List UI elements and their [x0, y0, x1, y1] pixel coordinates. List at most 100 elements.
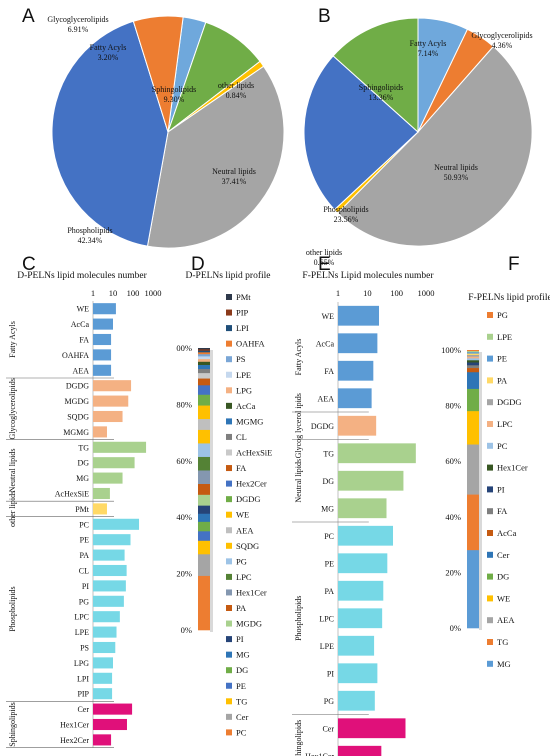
pie-b-label-1: Glycoglycerolipids	[471, 31, 532, 40]
stack-d-seg-19	[198, 470, 210, 485]
stack-d-seg-9	[198, 369, 210, 374]
bars-c-bar-4-8	[93, 641, 116, 654]
stack-d-legend-swatch-6	[226, 387, 232, 394]
stack-f-seg-16	[467, 550, 479, 629]
bars-c-bar-4-3	[93, 564, 127, 577]
stack-d-seg-12	[198, 385, 210, 396]
bars-e-cat-0-3: AEA	[318, 394, 335, 403]
stack-d-legend-label-10: AcHexSiE	[236, 448, 272, 458]
stack-d-legend-label-21: MGDG	[236, 619, 262, 629]
bars-c-bar-3-0	[93, 503, 107, 515]
bars-c-tick-0: 1	[91, 288, 95, 298]
bars-e-title: F-PELNs Lipid molecules number	[302, 271, 434, 281]
bars-e-group-2: Neutral lipids	[294, 459, 303, 503]
stack-f-legend-swatch-12	[487, 573, 493, 580]
bars-c-cat-5-0: Cer	[77, 705, 89, 714]
stack-f-legend-label-14: AEA	[497, 615, 515, 625]
stack-d-legend-label-15: AEA	[236, 525, 254, 535]
bars-e-bar-3-3	[338, 608, 383, 629]
pie-a-value-3: 37.41%	[222, 177, 247, 186]
stack-d-seg-14	[198, 405, 210, 420]
stack-d-legend-swatch-19	[226, 589, 232, 596]
bars-e-bar-3-6	[338, 690, 375, 711]
panel-letter-e: E	[318, 254, 331, 275]
bars-c-tick-2: 100	[127, 288, 140, 298]
stack-d-legend-swatch-4	[226, 356, 232, 363]
bars-c-bar-1-0	[93, 380, 132, 392]
stack-d-seg-6	[198, 359, 210, 363]
stack-d-legend-label-0: PMt	[236, 292, 251, 302]
stack-f-legend-label-7: Hex1Cer	[497, 463, 528, 473]
stack-f-legend-label-5: LPC	[497, 419, 513, 429]
stack-d-legend-swatch-10	[226, 449, 232, 456]
stack-d-legend-label-14: WE	[236, 510, 249, 520]
stack-d-legend-swatch-14	[226, 511, 232, 518]
stack-f-seg-2	[467, 352, 479, 354]
bars-e-bar-2-2	[338, 498, 387, 519]
bars-e-group-4: Sphingolipids	[294, 720, 303, 756]
stack-d-tick-1: 20%	[176, 569, 192, 579]
bars-c-cat-0-4: AEA	[73, 366, 90, 375]
stack-d-seg-1	[198, 349, 210, 351]
bars-c-group-2: Neutral lipids	[8, 449, 17, 493]
stack-d-legend-label-9: CL	[236, 432, 247, 442]
pie-b-slice-5	[332, 17, 419, 134]
bars-e-cat-3-2: PA	[325, 587, 335, 596]
stack-d-seg-8	[198, 365, 210, 370]
bars-e-bar-3-5	[338, 663, 378, 684]
stack-d-legend-swatch-11	[226, 465, 232, 472]
stack-f-legend-label-8: PI	[497, 484, 505, 494]
bars-e-bar-4-0	[338, 718, 406, 739]
bars-c-cat-4-5: PG	[79, 597, 89, 606]
bars-c-bar-4-4	[93, 580, 126, 592]
bars-e-cat-0-2: FA	[324, 367, 334, 376]
stack-f-legend-swatch-10	[487, 530, 493, 536]
bars-c-bar-2-3	[93, 487, 110, 500]
bars-c-cat-0-3: OAHFA	[62, 351, 89, 360]
stack-f-depth	[479, 352, 482, 630]
stack-f-legend-swatch-16	[487, 660, 493, 667]
stack-f-tick-5: 100%	[441, 345, 461, 355]
stack-d-legend-swatch-12	[226, 480, 232, 487]
stack-d-legend-swatch-27	[226, 713, 232, 720]
stack-d-seg-22	[198, 505, 210, 515]
stack-d-seg-27	[198, 554, 210, 577]
bars-c-bar-2-2	[93, 472, 123, 484]
stack-f-seg-7	[467, 360, 479, 363]
bars-c-cat-5-2: Hex2Cer	[60, 736, 89, 745]
stack-d-legend-label-8: MGMG	[236, 416, 263, 426]
bars-c-group-1: Glycoglycerolipids	[8, 378, 17, 439]
bars-e-bar-0-2	[338, 360, 374, 381]
stack-d-seg-7	[198, 361, 210, 366]
bars-c-bar-4-0	[93, 518, 140, 530]
stack-f-legend-swatch-14	[487, 617, 493, 624]
stack-d-legend-label-16: SQDG	[236, 541, 259, 551]
stack-d-legend-label-2: LPI	[236, 323, 249, 333]
bars-c-group-3: other lipids	[8, 491, 17, 527]
stack-f-seg-1	[467, 351, 479, 353]
stack-d-title: D-PELNs lipid profile	[186, 270, 271, 281]
stack-d-legend-label-7: AcCa	[236, 401, 256, 411]
bars-c-cat-1-1: MGDG	[65, 397, 90, 406]
stack-d-legend-label-4: PS	[236, 354, 246, 364]
stack-d-seg-17	[198, 443, 210, 458]
bars-c-bar-0-1	[93, 318, 113, 330]
pie-a-label-4: Phospholipids	[67, 226, 112, 235]
stack-d-legend-label-13: DGDG	[236, 494, 261, 504]
stack-f-legend-label-1: LPE	[497, 332, 512, 342]
bars-c-cat-0-0: WE	[77, 305, 90, 314]
stack-f-legend-swatch-5	[487, 421, 493, 427]
stack-d-seg-10	[198, 373, 210, 379]
stack-d-legend-swatch-15	[226, 527, 232, 534]
stack-f-seg-9	[467, 365, 479, 369]
stack-d-seg-21	[198, 494, 210, 506]
pie-a-label-3: Neutral lipids	[212, 167, 256, 176]
bars-c-cat-4-2: PA	[80, 551, 90, 560]
bars-e-bar-3-2	[338, 580, 384, 601]
stack-d-depth	[210, 350, 213, 632]
stack-f-legend-swatch-13	[487, 595, 493, 602]
stack-d-seg-18	[198, 456, 210, 471]
panel-letter-f: F	[508, 254, 520, 275]
stack-f-tick-4: 80%	[445, 401, 461, 411]
stack-f-seg-15	[467, 494, 479, 551]
